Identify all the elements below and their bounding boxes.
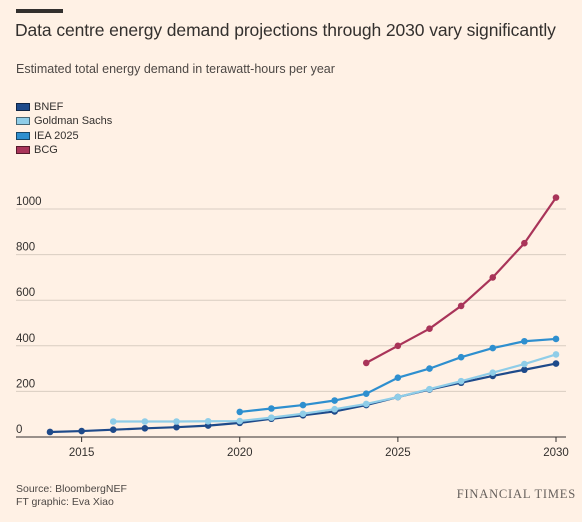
x-tick-label-2030: 2030 <box>543 447 569 459</box>
legend-item-iea-2025: IEA 2025 <box>16 129 112 143</box>
data-point-goldman-sachs-2020 <box>236 417 244 425</box>
data-point-goldman-sachs-2018 <box>173 418 180 425</box>
data-point-goldman-sachs-2026 <box>426 385 433 393</box>
data-point-bnef-2018 <box>173 423 180 431</box>
data-point-goldman-sachs-2022 <box>299 410 307 418</box>
data-point-bcg-2025 <box>394 342 402 350</box>
graphic-credit: FT graphic: Eva Xiao <box>16 496 114 508</box>
axes: 0 200 400 600 800 1000 2015 2020 2025 2030 <box>16 196 569 459</box>
data-point-iea-2025-2027 <box>457 353 465 361</box>
series-group <box>46 194 560 436</box>
data-point-bcg-2029 <box>521 239 528 247</box>
data-point-bnef-2015 <box>78 427 85 435</box>
series-line-bcg <box>365 196 558 364</box>
data-point-iea-2025-2029 <box>521 337 528 345</box>
data-point-goldman-sachs-2025 <box>394 393 402 401</box>
data-point-bcg-2026 <box>426 325 433 333</box>
data-point-iea-2025-2030 <box>552 335 560 343</box>
legend-label-iea-2025: IEA 2025 <box>34 129 79 142</box>
data-point-iea-2025-2021 <box>268 405 275 412</box>
y-tick-label-400: 400 <box>16 333 35 345</box>
data-point-bcg-2027 <box>457 302 465 310</box>
legend-label-goldman-sachs: Goldman Sachs <box>34 115 113 128</box>
data-point-goldman-sachs-2023 <box>331 405 338 413</box>
y-tick-label-200: 200 <box>16 378 35 390</box>
legend-item-bnef: BNEF <box>16 100 112 114</box>
data-point-bnef-2017 <box>141 425 149 432</box>
chart-subtitle: Estimated total energy demand in terawat… <box>16 62 335 76</box>
data-point-bcg-2024 <box>362 359 370 367</box>
ft-brand-logo: FINANCIAL TIMES <box>456 487 576 501</box>
data-point-goldman-sachs-2019 <box>204 417 212 425</box>
source-note: Source: BloombergNEF FT graphic: Eva Xia… <box>16 483 127 509</box>
data-point-iea-2025-2020 <box>236 408 244 416</box>
y-tick-label-1000: 1000 <box>16 196 42 208</box>
header-bar <box>16 9 63 13</box>
legend-item-goldman-sachs: Goldman Sachs <box>16 114 112 128</box>
legend-swatch-iea-2025 <box>16 131 30 140</box>
x-tick-label-2025: 2025 <box>385 447 411 459</box>
data-point-iea-2025-2025 <box>394 374 402 382</box>
data-point-iea-2025-2024 <box>362 390 370 397</box>
legend-swatch-goldman-sachs <box>16 117 30 126</box>
data-point-bnef-2014 <box>46 428 54 436</box>
data-point-goldman-sachs-2024 <box>362 400 370 408</box>
data-point-iea-2025-2028 <box>489 344 497 352</box>
x-tick-label-2020: 2020 <box>227 447 253 459</box>
y-tick-label-0: 0 <box>16 424 22 436</box>
legend-label-bcg: BCG <box>34 144 58 157</box>
data-point-goldman-sachs-2021 <box>268 414 275 421</box>
legend-item-bcg: BCG <box>16 143 112 157</box>
y-tick-label-800: 800 <box>16 242 35 254</box>
data-point-bnef-2029 <box>521 366 528 374</box>
data-point-goldman-sachs-2030 <box>552 351 560 358</box>
legend: BNEF Goldman Sachs IEA 2025 BCG <box>16 100 112 157</box>
legend-label-bnef: BNEF <box>34 101 64 114</box>
legend-swatch-bnef <box>16 103 30 112</box>
chart-title: Data centre energy demand projections th… <box>15 20 556 40</box>
data-point-bnef-2030 <box>552 360 560 367</box>
data-point-goldman-sachs-2029 <box>521 360 528 368</box>
data-point-bcg-2030 <box>552 194 560 201</box>
y-tick-label-600: 600 <box>16 287 35 299</box>
data-point-goldman-sachs-2016 <box>109 418 117 425</box>
data-point-bcg-2028 <box>489 274 497 281</box>
legend-swatch-bcg <box>16 146 30 155</box>
data-point-iea-2025-2026 <box>426 365 433 372</box>
source-text: Source: BloombergNEF <box>16 483 127 495</box>
grid <box>16 208 566 392</box>
data-point-bnef-2016 <box>109 426 117 434</box>
data-point-goldman-sachs-2028 <box>489 369 497 377</box>
data-point-iea-2025-2023 <box>331 397 338 404</box>
data-point-iea-2025-2022 <box>299 401 307 409</box>
data-point-goldman-sachs-2027 <box>457 377 465 385</box>
x-tick-label-2015: 2015 <box>69 447 95 459</box>
data-point-goldman-sachs-2017 <box>141 418 149 425</box>
